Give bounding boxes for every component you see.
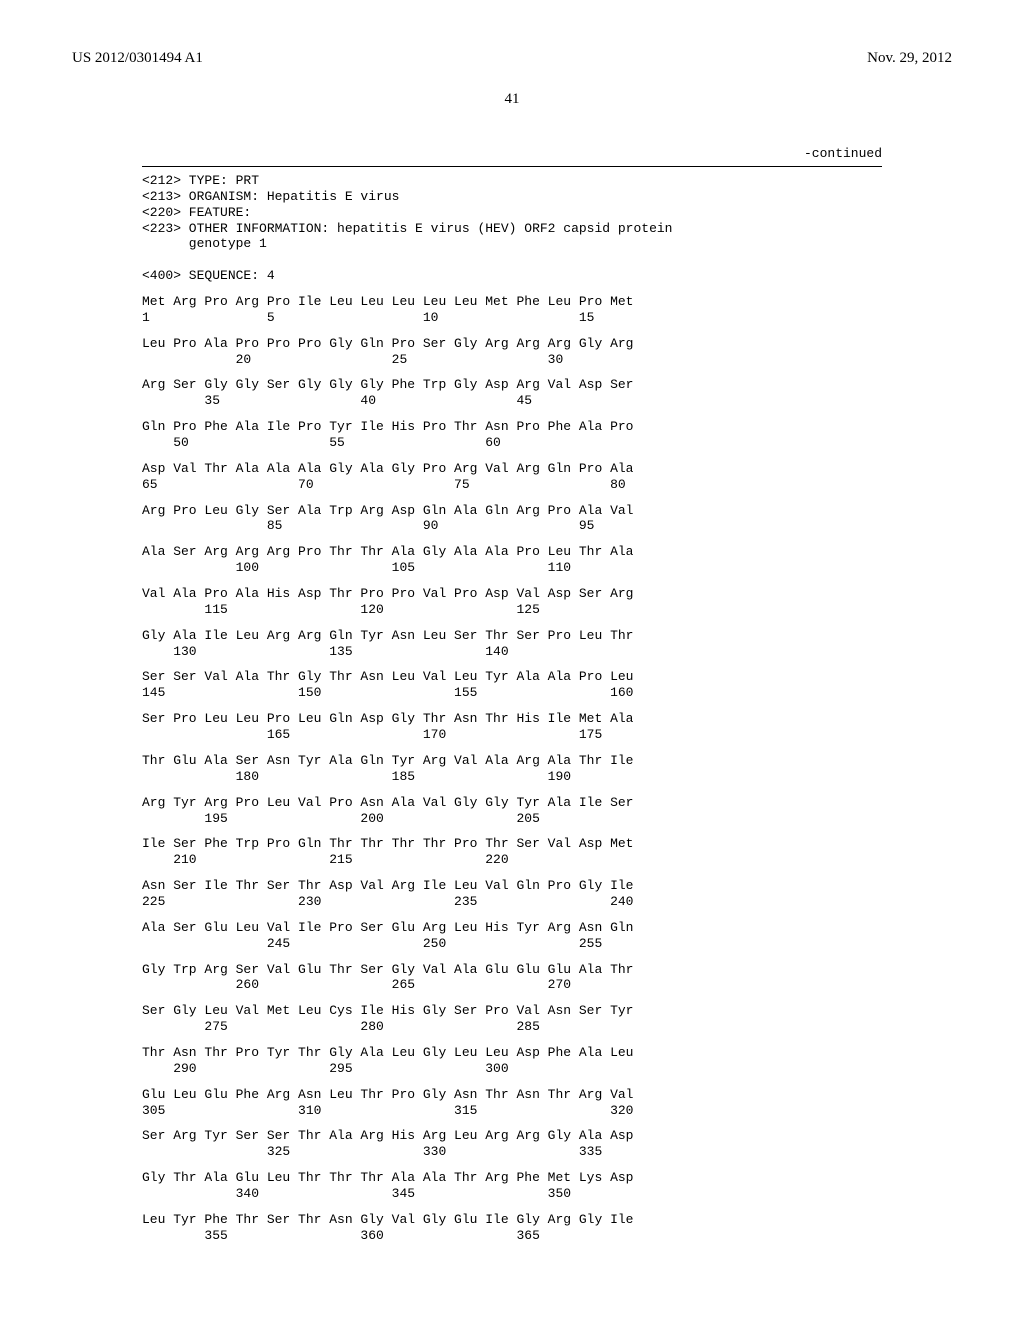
- sequence-amino-acids: Arg Tyr Arg Pro Leu Val Pro Asn Ala Val …: [142, 795, 882, 811]
- sequence-row: Ser Gly Leu Val Met Leu Cys Ile His Gly …: [142, 1003, 882, 1035]
- sequence-listing: <212> TYPE: PRT<213> ORGANISM: Hepatitis…: [142, 173, 882, 1244]
- sequence-position-numbers: 225 230 235 240: [142, 894, 882, 910]
- sequence-position-numbers: 50 55 60: [142, 435, 882, 451]
- horizontal-rule: [142, 166, 882, 167]
- sequence-position-numbers: 195 200 205: [142, 811, 882, 827]
- sequence-row: Arg Ser Gly Gly Ser Gly Gly Gly Phe Trp …: [142, 377, 882, 409]
- sequence-position-numbers: 305 310 315 320: [142, 1103, 882, 1119]
- seq-meta-line: [142, 252, 882, 268]
- sequence-amino-acids: Thr Asn Thr Pro Tyr Thr Gly Ala Leu Gly …: [142, 1045, 882, 1061]
- sequence-amino-acids: Glu Leu Glu Phe Arg Asn Leu Thr Pro Gly …: [142, 1087, 882, 1103]
- sequence-position-numbers: 260 265 270: [142, 977, 882, 993]
- sequence-row: Gln Pro Phe Ala Ile Pro Tyr Ile His Pro …: [142, 419, 882, 451]
- sequence-amino-acids: Arg Pro Leu Gly Ser Ala Trp Arg Asp Gln …: [142, 503, 882, 519]
- sequence-row: Asp Val Thr Ala Ala Ala Gly Ala Gly Pro …: [142, 461, 882, 493]
- sequence-position-numbers: 85 90 95: [142, 518, 882, 534]
- sequence-row: Thr Glu Ala Ser Asn Tyr Ala Gln Tyr Arg …: [142, 753, 882, 785]
- seq-meta-line: <400> SEQUENCE: 4: [142, 268, 882, 284]
- sequence-amino-acids: Asp Val Thr Ala Ala Ala Gly Ala Gly Pro …: [142, 461, 882, 477]
- sequence-row: Met Arg Pro Arg Pro Ile Leu Leu Leu Leu …: [142, 294, 882, 326]
- sequence-position-numbers: 275 280 285: [142, 1019, 882, 1035]
- sequence-position-numbers: 245 250 255: [142, 936, 882, 952]
- sequence-row: Ile Ser Phe Trp Pro Gln Thr Thr Thr Thr …: [142, 836, 882, 868]
- sequence-row: Gly Ala Ile Leu Arg Arg Gln Tyr Asn Leu …: [142, 628, 882, 660]
- sequence-amino-acids: Ser Gly Leu Val Met Leu Cys Ile His Gly …: [142, 1003, 882, 1019]
- seq-meta-line: <213> ORGANISM: Hepatitis E virus: [142, 189, 882, 205]
- sequence-position-numbers: 115 120 125: [142, 602, 882, 618]
- sequence-amino-acids: Gln Pro Phe Ala Ile Pro Tyr Ile His Pro …: [142, 419, 882, 435]
- sequence-row: Ser Pro Leu Leu Pro Leu Gln Asp Gly Thr …: [142, 711, 882, 743]
- sequence-amino-acids: Ser Ser Val Ala Thr Gly Thr Asn Leu Val …: [142, 669, 882, 685]
- sequence-position-numbers: 210 215 220: [142, 852, 882, 868]
- sequence-amino-acids: Leu Pro Ala Pro Pro Pro Gly Gln Pro Ser …: [142, 336, 882, 352]
- sequence-row: Leu Pro Ala Pro Pro Pro Gly Gln Pro Ser …: [142, 336, 882, 368]
- sequence-amino-acids: Arg Ser Gly Gly Ser Gly Gly Gly Phe Trp …: [142, 377, 882, 393]
- sequence-amino-acids: Asn Ser Ile Thr Ser Thr Asp Val Arg Ile …: [142, 878, 882, 894]
- sequence-position-numbers: 180 185 190: [142, 769, 882, 785]
- seq-meta-line: genotype 1: [142, 236, 882, 252]
- sequence-amino-acids: Ala Ser Arg Arg Arg Pro Thr Thr Ala Gly …: [142, 544, 882, 560]
- sequence-amino-acids: Gly Ala Ile Leu Arg Arg Gln Tyr Asn Leu …: [142, 628, 882, 644]
- sequence-row: Ala Ser Glu Leu Val Ile Pro Ser Glu Arg …: [142, 920, 882, 952]
- seq-meta-line: <220> FEATURE:: [142, 205, 882, 221]
- sequence-position-numbers: 145 150 155 160: [142, 685, 882, 701]
- sequence-position-numbers: 355 360 365: [142, 1228, 882, 1244]
- sequence-amino-acids: Gly Thr Ala Glu Leu Thr Thr Thr Ala Ala …: [142, 1170, 882, 1186]
- sequence-row: Gly Thr Ala Glu Leu Thr Thr Thr Ala Ala …: [142, 1170, 882, 1202]
- sequence-amino-acids: Ser Pro Leu Leu Pro Leu Gln Asp Gly Thr …: [142, 711, 882, 727]
- sequence-amino-acids: Leu Tyr Phe Thr Ser Thr Asn Gly Val Gly …: [142, 1212, 882, 1228]
- sequence-amino-acids: Thr Glu Ala Ser Asn Tyr Ala Gln Tyr Arg …: [142, 753, 882, 769]
- sequence-row: Arg Pro Leu Gly Ser Ala Trp Arg Asp Gln …: [142, 503, 882, 535]
- sequence-position-numbers: 290 295 300: [142, 1061, 882, 1077]
- sequence-position-numbers: 165 170 175: [142, 727, 882, 743]
- sequence-amino-acids: Ala Ser Glu Leu Val Ile Pro Ser Glu Arg …: [142, 920, 882, 936]
- sequence-amino-acids: Ile Ser Phe Trp Pro Gln Thr Thr Thr Thr …: [142, 836, 882, 852]
- sequence-row: Arg Tyr Arg Pro Leu Val Pro Asn Ala Val …: [142, 795, 882, 827]
- continued-label: -continued: [804, 146, 882, 161]
- page-number: 41: [72, 91, 952, 108]
- sequence-amino-acids: Met Arg Pro Arg Pro Ile Leu Leu Leu Leu …: [142, 294, 882, 310]
- publication-date: Nov. 29, 2012: [867, 50, 952, 67]
- sequence-position-numbers: 100 105 110: [142, 560, 882, 576]
- sequence-position-numbers: 1 5 10 15: [142, 310, 882, 326]
- sequence-position-numbers: 340 345 350: [142, 1186, 882, 1202]
- sequence-row: Ala Ser Arg Arg Arg Pro Thr Thr Ala Gly …: [142, 544, 882, 576]
- continued-label-wrap: -continued: [142, 144, 882, 162]
- sequence-row: Glu Leu Glu Phe Arg Asn Leu Thr Pro Gly …: [142, 1087, 882, 1119]
- seq-meta-line: <212> TYPE: PRT: [142, 173, 882, 189]
- sequence-amino-acids: Val Ala Pro Ala His Asp Thr Pro Pro Val …: [142, 586, 882, 602]
- sequence-row: Thr Asn Thr Pro Tyr Thr Gly Ala Leu Gly …: [142, 1045, 882, 1077]
- sequence-amino-acids: Gly Trp Arg Ser Val Glu Thr Ser Gly Val …: [142, 962, 882, 978]
- page-header: US 2012/0301494 A1 Nov. 29, 2012: [72, 50, 952, 67]
- publication-number: US 2012/0301494 A1: [72, 50, 203, 67]
- sequence-row: Leu Tyr Phe Thr Ser Thr Asn Gly Val Gly …: [142, 1212, 882, 1244]
- sequence-row: Gly Trp Arg Ser Val Glu Thr Ser Gly Val …: [142, 962, 882, 994]
- seq-meta-line: <223> OTHER INFORMATION: hepatitis E vir…: [142, 221, 882, 237]
- sequence-position-numbers: 325 330 335: [142, 1144, 882, 1160]
- sequence-position-numbers: 20 25 30: [142, 352, 882, 368]
- sequence-row: Asn Ser Ile Thr Ser Thr Asp Val Arg Ile …: [142, 878, 882, 910]
- sequence-position-numbers: 130 135 140: [142, 644, 882, 660]
- sequence-row: Ser Arg Tyr Ser Ser Thr Ala Arg His Arg …: [142, 1128, 882, 1160]
- sequence-amino-acids: Ser Arg Tyr Ser Ser Thr Ala Arg His Arg …: [142, 1128, 882, 1144]
- sequence-position-numbers: 65 70 75 80: [142, 477, 882, 493]
- sequence-row: Val Ala Pro Ala His Asp Thr Pro Pro Val …: [142, 586, 882, 618]
- sequence-row: Ser Ser Val Ala Thr Gly Thr Asn Leu Val …: [142, 669, 882, 701]
- sequence-position-numbers: 35 40 45: [142, 393, 882, 409]
